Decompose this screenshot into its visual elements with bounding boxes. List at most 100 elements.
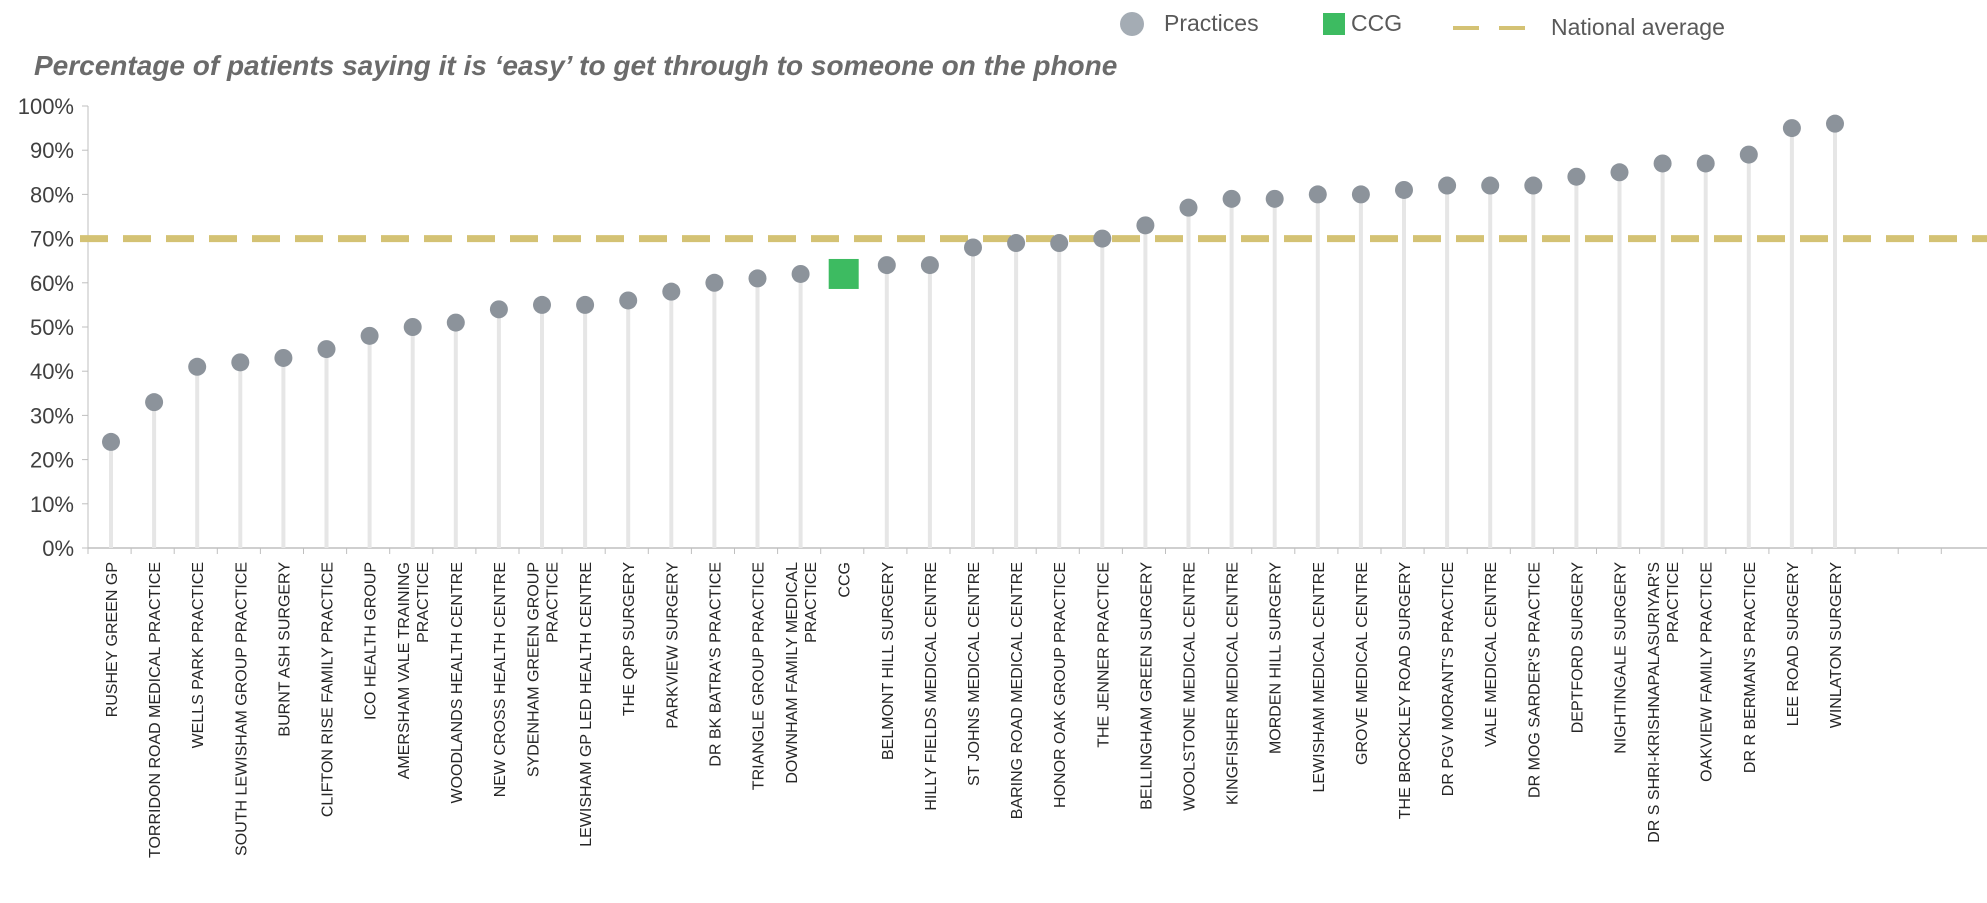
practice-marker bbox=[360, 326, 379, 345]
practice-marker bbox=[1481, 176, 1500, 195]
practice-marker bbox=[274, 348, 293, 367]
x-category-label-line: ICO HEALTH GROUP bbox=[363, 562, 380, 720]
x-category-label: WELLS PARK PRACTICE bbox=[190, 562, 207, 748]
x-category-label: CLIFTON RISE FAMILY PRACTICE bbox=[320, 562, 337, 817]
x-category-label-line: BURNT ASH SURGERY bbox=[276, 562, 293, 737]
practice-marker bbox=[317, 340, 336, 359]
x-category-label: ICO HEALTH GROUP bbox=[363, 562, 380, 720]
x-category-label-line: NEW CROSS HEALTH CENTRE bbox=[492, 562, 509, 797]
practice-marker bbox=[1093, 229, 1112, 248]
practice-marker bbox=[1222, 189, 1241, 208]
y-tick-label: 90% bbox=[30, 138, 74, 163]
x-category-label-line: THE JENNER PRACTICE bbox=[1095, 562, 1112, 748]
practice-marker bbox=[791, 264, 810, 283]
y-tick-label: 20% bbox=[30, 448, 74, 473]
legend-practices-label: Practices bbox=[1164, 10, 1259, 36]
x-category-label: WINLATON SURGERY bbox=[1828, 562, 1845, 729]
x-category-label-line: BARING ROAD MEDICAL CENTRE bbox=[1009, 562, 1026, 819]
y-tick-label: 100% bbox=[18, 94, 74, 119]
practice-marker bbox=[1524, 176, 1543, 195]
x-category-label-line: BELMONT HILL SURGERY bbox=[880, 562, 897, 760]
x-category-label-line: NIGHTINGALE SURGERY bbox=[1613, 562, 1630, 754]
legend: Practices CCG National average bbox=[0, 0, 1987, 50]
x-category-label: NIGHTINGALE SURGERY bbox=[1613, 562, 1630, 754]
x-category-label: DOWNHAM FAMILY MEDICAL PRACTICE bbox=[784, 562, 820, 784]
x-category-label: WOOLSTONE MEDICAL CENTRE bbox=[1182, 562, 1199, 811]
x-category-label: NEW CROSS HEALTH CENTRE bbox=[492, 562, 509, 797]
x-category-label: DR PGV MORANT'S PRACTICE bbox=[1440, 562, 1457, 796]
x-category-label-line: BELLINGHAM GREEN SURGERY bbox=[1138, 562, 1155, 810]
x-category-label-line: RUSHEY GREEN GP bbox=[104, 562, 121, 717]
practice-marker bbox=[1826, 114, 1844, 133]
practice-marker bbox=[619, 291, 638, 310]
x-category-label-line: PRACTICE bbox=[803, 562, 820, 643]
x-category-label-line: PARKVIEW SURGERY bbox=[664, 562, 681, 729]
x-category-label: LEWISHAM GP LED HEALTH CENTRE bbox=[578, 562, 595, 847]
x-category-label-line: ST JOHNS MEDICAL CENTRE bbox=[966, 562, 983, 786]
y-tick-label: 50% bbox=[30, 315, 74, 340]
x-category-label-line: HONOR OAK GROUP PRACTICE bbox=[1052, 562, 1069, 808]
x-category-label-line: DR PGV MORANT'S PRACTICE bbox=[1440, 562, 1457, 796]
x-category-label: BELLINGHAM GREEN SURGERY bbox=[1138, 562, 1155, 810]
x-category-label-line: WELLS PARK PRACTICE bbox=[190, 562, 207, 748]
practice-marker bbox=[1351, 185, 1370, 204]
x-category-label-line: LEWISHAM MEDICAL CENTRE bbox=[1311, 562, 1328, 793]
practice-marker bbox=[877, 256, 896, 275]
x-category-label-line: THE BROCKLEY ROAD SURGERY bbox=[1397, 562, 1414, 820]
x-category-label-line: THE QRP SURGERY bbox=[621, 562, 638, 716]
x-category-label-line: WOOLSTONE MEDICAL CENTRE bbox=[1182, 562, 1199, 811]
practice-marker bbox=[1007, 234, 1026, 253]
practice-marker bbox=[1050, 234, 1069, 253]
x-category-label: LEE ROAD SURGERY bbox=[1785, 562, 1802, 727]
x-category-label-line: CCG bbox=[837, 562, 854, 598]
practice-marker bbox=[1610, 163, 1629, 182]
x-category-label-line: OAKVIEW FAMILY PRACTICE bbox=[1699, 562, 1716, 782]
x-category-label: MORDEN HILL SURGERY bbox=[1268, 562, 1285, 754]
x-category-label-line: SYDENHAM GREEN GROUP bbox=[526, 562, 543, 777]
practice-marker bbox=[748, 269, 767, 288]
practice-marker bbox=[705, 273, 724, 292]
x-category-label: PARKVIEW SURGERY bbox=[664, 562, 681, 729]
x-category-label: TORRIDON ROAD MEDICAL PRACTICE bbox=[147, 562, 164, 858]
practice-marker bbox=[533, 295, 551, 314]
legend-ccg: CCG bbox=[1323, 10, 1402, 37]
legend-national-label: National average bbox=[1551, 14, 1725, 40]
practice-marker bbox=[1567, 167, 1586, 186]
x-category-label: THE QRP SURGERY bbox=[621, 562, 638, 716]
practice-marker bbox=[576, 295, 595, 314]
practice-marker bbox=[1308, 185, 1327, 204]
practice-marker bbox=[1696, 154, 1715, 173]
practice-marker bbox=[920, 256, 939, 275]
practice-marker bbox=[446, 313, 465, 332]
x-category-label-line: AMERSHAM VALE TRAINING bbox=[396, 562, 413, 779]
practice-marker bbox=[662, 282, 681, 301]
x-category-label: DR BK BATRA'S PRACTICE bbox=[707, 562, 724, 767]
x-category-label: ST JOHNS MEDICAL CENTRE bbox=[966, 562, 983, 786]
x-category-label-line: CLIFTON RISE FAMILY PRACTICE bbox=[320, 562, 337, 817]
x-category-label-line: GROVE MEDICAL CENTRE bbox=[1354, 562, 1371, 765]
practice-marker bbox=[1739, 145, 1758, 164]
practice-marker bbox=[231, 353, 250, 372]
x-category-label-line: DR R BERMAN'S PRACTICE bbox=[1742, 562, 1759, 773]
practice-marker bbox=[1265, 189, 1284, 208]
x-category-label: THE JENNER PRACTICE bbox=[1095, 562, 1112, 748]
x-category-label: DR MOG SARDER'S PRACTICE bbox=[1526, 562, 1543, 798]
practice-marker bbox=[1179, 198, 1198, 217]
x-category-label-line: LEE ROAD SURGERY bbox=[1785, 562, 1802, 727]
x-category-label: RUSHEY GREEN GP bbox=[104, 562, 121, 717]
y-tick-label: 80% bbox=[30, 182, 74, 207]
practice-marker bbox=[1395, 180, 1413, 199]
x-category-label: SYDENHAM GREEN GROUP PRACTICE bbox=[526, 562, 562, 777]
practice-marker bbox=[1438, 176, 1457, 195]
x-category-label: BURNT ASH SURGERY bbox=[276, 562, 293, 737]
x-category-label: BELMONT HILL SURGERY bbox=[880, 562, 897, 760]
x-category-label: VALE MEDICAL CENTRE bbox=[1483, 562, 1500, 747]
x-category-label: TRIANGLE GROUP PRACTICE bbox=[751, 562, 768, 790]
x-category-label: AMERSHAM VALE TRAINING PRACTICE bbox=[396, 562, 432, 779]
x-category-label: DR R BERMAN'S PRACTICE bbox=[1742, 562, 1759, 773]
x-category-label-line: DR BK BATRA'S PRACTICE bbox=[707, 562, 724, 767]
x-category-label-line: LEWISHAM GP LED HEALTH CENTRE bbox=[578, 562, 595, 847]
practice-marker bbox=[489, 300, 508, 319]
y-tick-label: 0% bbox=[42, 536, 74, 561]
x-category-label: OAKVIEW FAMILY PRACTICE bbox=[1699, 562, 1716, 782]
